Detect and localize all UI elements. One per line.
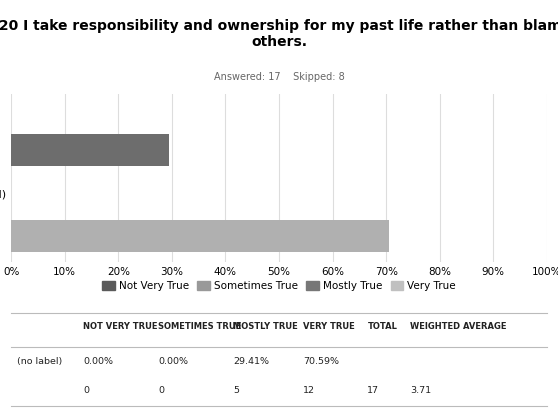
- Text: (no label): (no label): [17, 357, 62, 366]
- Text: 0.00%: 0.00%: [84, 357, 113, 366]
- Legend: Not Very True, Sometimes True, Mostly True, Very True: Not Very True, Sometimes True, Mostly Tr…: [98, 277, 460, 295]
- Text: 70.59%: 70.59%: [303, 357, 339, 366]
- Bar: [11, 134, 169, 166]
- Text: TOTAL: TOTAL: [367, 322, 397, 331]
- Text: 0.00%: 0.00%: [158, 357, 189, 366]
- Text: Answered: 17    Skipped: 8: Answered: 17 Skipped: 8: [214, 72, 344, 82]
- Bar: [11, 220, 389, 253]
- Text: 29.41%: 29.41%: [233, 357, 270, 366]
- Text: NOT VERY TRUE: NOT VERY TRUE: [84, 322, 158, 331]
- Text: 12: 12: [303, 386, 315, 395]
- Text: 3.71: 3.71: [410, 386, 431, 395]
- Text: SOMETIMES TRUE: SOMETIMES TRUE: [158, 322, 242, 331]
- Text: WEIGHTED AVERAGE: WEIGHTED AVERAGE: [410, 322, 507, 331]
- Text: 5: 5: [233, 386, 239, 395]
- Text: 0: 0: [84, 386, 89, 395]
- Text: Q20 I take responsibility and ownership for my past life rather than blame
other: Q20 I take responsibility and ownership …: [0, 19, 558, 49]
- Text: 17: 17: [367, 386, 379, 395]
- Text: MOSTLY TRUE: MOSTLY TRUE: [233, 322, 298, 331]
- Text: VERY TRUE: VERY TRUE: [303, 322, 355, 331]
- Text: 0: 0: [158, 386, 165, 395]
